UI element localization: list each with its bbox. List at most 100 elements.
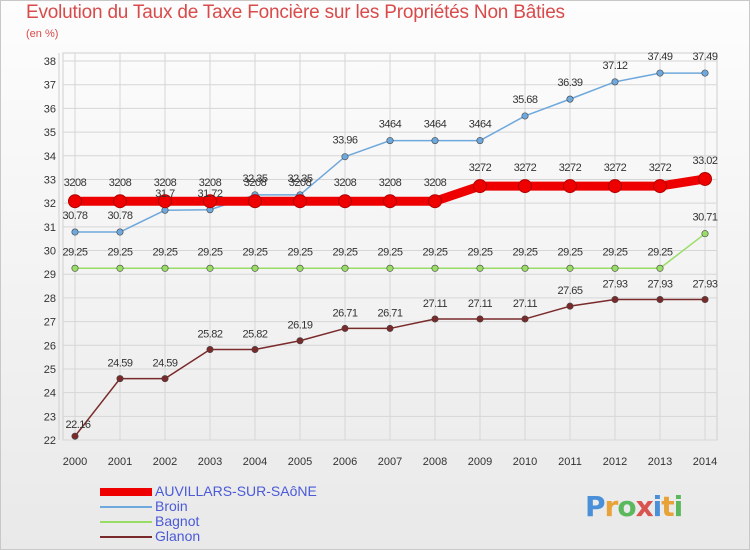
data-label: 30.78	[107, 210, 132, 222]
data-point	[293, 194, 307, 209]
legend-swatch	[100, 521, 152, 523]
data-point	[431, 137, 439, 145]
data-point	[68, 194, 82, 209]
y-tick-label: 25	[44, 364, 56, 376]
legend-label: AUVILLARS-SUR-SAôNE	[155, 483, 317, 499]
data-point	[701, 230, 709, 238]
data-label: 29.25	[377, 246, 402, 258]
data-label: 35.68	[512, 94, 537, 106]
logo-letter: r	[604, 490, 619, 523]
data-point	[71, 432, 79, 440]
data-label: 27.11	[423, 298, 448, 310]
data-label: 30.71	[692, 212, 717, 224]
data-label: 3208	[244, 177, 267, 189]
data-label: 32.35	[242, 173, 267, 185]
data-label: 3208	[199, 177, 222, 189]
x-tick-label: 2011	[558, 456, 582, 468]
data-point	[563, 179, 577, 194]
data-point	[296, 337, 304, 345]
data-label: 25.82	[197, 329, 222, 341]
x-tick-label: 2014	[693, 456, 717, 468]
legend-swatch	[100, 536, 152, 538]
data-point	[206, 264, 214, 272]
data-point	[341, 324, 349, 332]
legend-item: Glanon	[100, 528, 400, 544]
legend-swatch	[100, 506, 152, 508]
legend-item: AUVILLARS-SUR-SAôNE	[100, 483, 400, 499]
chart-legend: AUVILLARS-SUR-SAôNE Broin Bagnot Glanon	[100, 483, 400, 544]
data-label: 29.25	[467, 246, 492, 258]
data-label: 36.39	[557, 77, 582, 89]
data-label: 3208	[109, 177, 132, 189]
data-label: 3272	[649, 162, 672, 174]
data-label: 3272	[514, 162, 537, 174]
legend-item: Broin	[100, 498, 400, 514]
logo-letter: t	[661, 490, 674, 523]
data-label: 29.25	[197, 246, 222, 258]
data-label: 27.65	[557, 285, 582, 297]
data-label: 29.25	[62, 246, 87, 258]
legend-item: Bagnot	[100, 513, 400, 529]
data-point	[386, 137, 394, 145]
y-tick-label: 24	[44, 388, 56, 400]
data-label: 3272	[469, 162, 492, 174]
data-label: 26.19	[287, 320, 312, 332]
data-point	[161, 375, 169, 383]
data-point	[521, 264, 529, 272]
logo-letter: P	[585, 490, 606, 523]
data-label: 31.72	[197, 188, 222, 200]
data-label: 25.82	[242, 329, 267, 341]
data-label: 3208	[334, 177, 357, 189]
y-tick-label: 29	[44, 269, 56, 281]
data-label: 27.93	[692, 279, 717, 291]
data-point	[113, 194, 127, 209]
data-point	[521, 315, 529, 323]
data-label: 3208	[154, 177, 177, 189]
legend-swatch	[100, 488, 152, 496]
data-point	[71, 228, 79, 236]
data-label: 26.71	[377, 307, 402, 319]
data-label: 24.59	[152, 358, 177, 370]
x-tick-label: 2005	[288, 456, 312, 468]
data-point	[701, 296, 709, 304]
data-label: 27.11	[513, 298, 538, 310]
y-tick-label: 34	[44, 151, 56, 163]
data-label: 37.12	[602, 60, 627, 72]
data-point	[611, 78, 619, 86]
data-point	[566, 302, 574, 310]
data-point	[656, 264, 664, 272]
x-tick-label: 2012	[603, 456, 627, 468]
x-tick-label: 2002	[153, 456, 177, 468]
y-tick-label: 32	[44, 198, 56, 210]
y-tick-label: 38	[44, 56, 56, 68]
y-tick-label: 30	[44, 246, 56, 258]
x-tick-label: 2007	[378, 456, 402, 468]
data-point	[248, 194, 262, 209]
x-tick-label: 2013	[648, 456, 672, 468]
data-label: 22.16	[65, 419, 90, 431]
data-label: 33.02	[692, 155, 717, 167]
y-tick-label: 36	[44, 103, 56, 115]
y-tick-label: 35	[44, 127, 56, 139]
data-point	[341, 264, 349, 272]
data-point	[476, 264, 484, 272]
x-tick-label: 2004	[243, 456, 267, 468]
chart-title: Evolution du Taux de Taxe Foncière sur l…	[26, 2, 565, 23]
x-tick-label: 2010	[513, 456, 537, 468]
data-point	[431, 315, 439, 323]
data-point	[428, 194, 442, 209]
data-point	[518, 179, 532, 194]
data-label: 3208	[424, 177, 447, 189]
legend-label: Broin	[155, 498, 188, 514]
y-tick-label: 26	[44, 340, 56, 352]
data-label: 3464	[469, 119, 492, 131]
y-tick-label: 28	[44, 293, 56, 305]
y-tick-label: 22	[44, 435, 56, 447]
data-point	[161, 264, 169, 272]
x-tick-label: 2000	[63, 456, 87, 468]
data-label: 32.35	[287, 173, 312, 185]
data-point	[431, 264, 439, 272]
data-label: 3272	[604, 162, 627, 174]
